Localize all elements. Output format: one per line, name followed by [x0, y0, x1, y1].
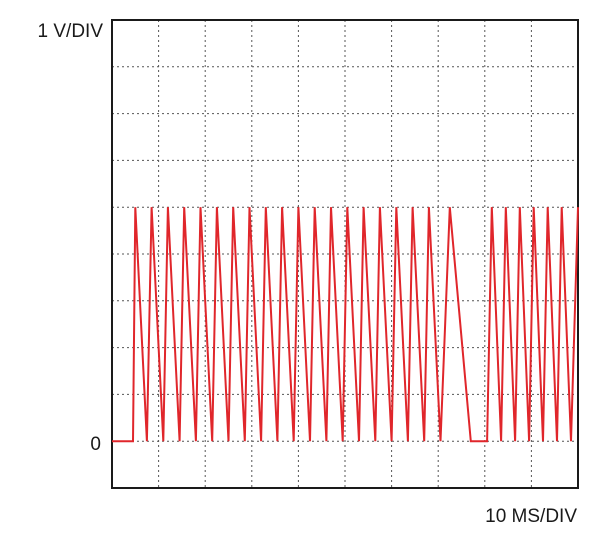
- x-axis-scale-label: 10 MS/DIV: [485, 506, 577, 527]
- signal-trace: [112, 207, 579, 443]
- chart-frame: [111, 19, 579, 489]
- y-axis-scale-label: 1 V/DIV: [38, 21, 104, 42]
- zero-level-label: 0: [90, 434, 101, 455]
